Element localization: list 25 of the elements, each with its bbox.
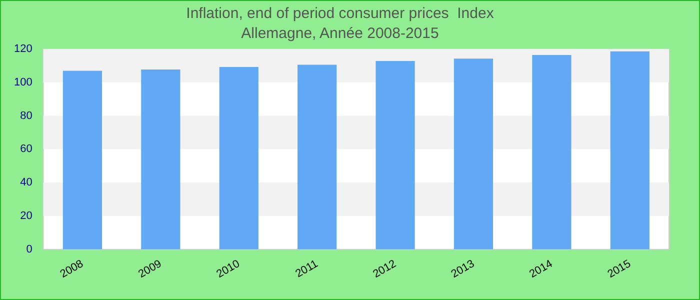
- bar: [532, 55, 572, 250]
- x-tick-label: 2011: [294, 258, 320, 280]
- bar: [376, 61, 415, 250]
- bar: [141, 70, 180, 250]
- x-tick-label: 2010: [214, 258, 242, 281]
- x-tick-label: 2008: [58, 258, 86, 281]
- x-tick-label: 2015: [606, 258, 633, 281]
- bar: [62, 70, 102, 250]
- chart-subtitle: Allemagne, Année 2008-2015: [241, 25, 439, 42]
- y-tick-label: 80: [20, 110, 32, 122]
- x-tick-label: 2012: [371, 258, 398, 281]
- y-tick-label: 120: [14, 43, 32, 56]
- chart-title: Inflation, end of period consumer prices Index: [186, 5, 494, 22]
- bar: [298, 64, 337, 250]
- y-tick-label: 0: [26, 243, 32, 256]
- y-tick-label: 60: [20, 143, 32, 156]
- x-tick-label: 2013: [449, 258, 476, 281]
- bar: [454, 58, 494, 250]
- bar: [219, 67, 258, 250]
- y-tick-label: 40: [20, 176, 32, 189]
- x-tick-label: 2009: [136, 258, 164, 281]
- x-tick-label: 2014: [528, 258, 555, 281]
- y-tick-label: 20: [20, 210, 32, 222]
- y-tick-label: 100: [14, 76, 32, 88]
- bar: [610, 51, 650, 250]
